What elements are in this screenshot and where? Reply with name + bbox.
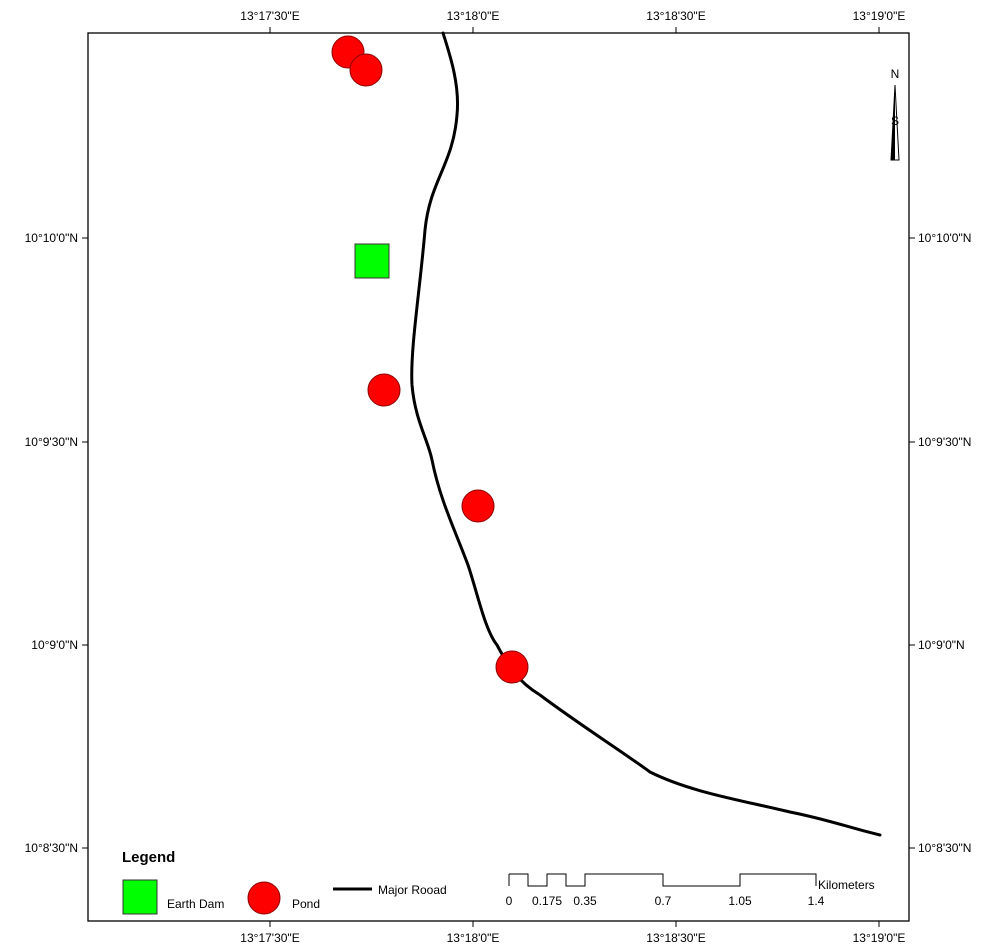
scale-bar-label: 0.175 — [532, 894, 562, 908]
legend-earth-dam-swatch — [122, 879, 158, 915]
scale-bar-label: 0.35 — [573, 894, 597, 908]
left-tick-label-4: 10°8'30"N — [25, 841, 78, 855]
legend: Legend Earth Dam Pond Major Rooad — [122, 849, 447, 915]
legend-pond-label: Pond — [292, 897, 320, 911]
scale-bar-segments — [509, 873, 817, 887]
bottom-tick-label-3: 13°18'30"E — [646, 931, 705, 945]
map-frame — [87, 32, 910, 922]
pond-marker[interactable] — [461, 489, 495, 523]
right-tick-label-3: 10°9'0"N — [918, 638, 965, 652]
earth-dam-marker[interactable] — [354, 243, 390, 279]
north-arrow-half-icon — [891, 85, 895, 160]
north-arrow-s-glyph: S — [891, 114, 899, 128]
north-arrow-label: N — [891, 67, 900, 81]
right-tick-label-4: 10°8'30"N — [918, 841, 971, 855]
top-tick-label-3: 13°18'30"E — [646, 9, 705, 23]
legend-title: Legend — [122, 849, 175, 866]
top-tick-label-4: 13°19'0"E — [853, 9, 906, 23]
legend-pond-swatch — [247, 881, 281, 915]
bottom-tick-label-1: 13°17'30"E — [240, 931, 299, 945]
legend-earth-dam-label: Earth Dam — [167, 897, 224, 911]
bottom-axis: 13°17'30"E 13°18'0"E 13°18'30"E 13°19'0"… — [240, 921, 905, 945]
north-arrow: N S — [890, 67, 900, 161]
pond-marker[interactable] — [367, 373, 401, 407]
bottom-tick-label-4: 13°19'0"E — [853, 931, 906, 945]
major-road-line — [410, 31, 882, 837]
bottom-tick-label-2: 13°18'0"E — [447, 931, 500, 945]
left-axis: 10°10'0"N 10°9'30"N 10°9'0"N 10°8'30"N — [25, 231, 88, 855]
right-tick-label-2: 10°9'30"N — [918, 435, 971, 449]
legend-road-label: Major Rooad — [378, 883, 447, 897]
top-axis: 13°17'30"E 13°18'0"E 13°18'30"E 13°19'0"… — [240, 9, 905, 33]
scale-bar-label: 0 — [506, 894, 513, 908]
scale-bar-unit: Kilometers — [818, 878, 875, 892]
top-tick-label-2: 13°18'0"E — [447, 9, 500, 23]
left-tick-label-2: 10°9'30"N — [25, 435, 78, 449]
left-tick-label-3: 10°9'0"N — [31, 638, 78, 652]
pond-marker[interactable] — [349, 53, 383, 87]
pond-marker[interactable] — [495, 650, 529, 684]
right-axis: 10°10'0"N 10°9'30"N 10°9'0"N 10°8'30"N — [909, 231, 971, 855]
ponds-layer — [331, 35, 529, 684]
left-tick-label-1: 10°10'0"N — [25, 231, 78, 245]
right-tick-label-1: 10°10'0"N — [918, 231, 971, 245]
scale-bar-label: 1.05 — [728, 894, 752, 908]
top-tick-label-1: 13°17'30"E — [240, 9, 299, 23]
scale-bar: Kilometers 0 0.175 0.35 0.7 1.05 1.4 — [506, 873, 875, 908]
scale-bar-label: 0.7 — [655, 894, 672, 908]
scale-bar-label: 1.4 — [808, 894, 825, 908]
